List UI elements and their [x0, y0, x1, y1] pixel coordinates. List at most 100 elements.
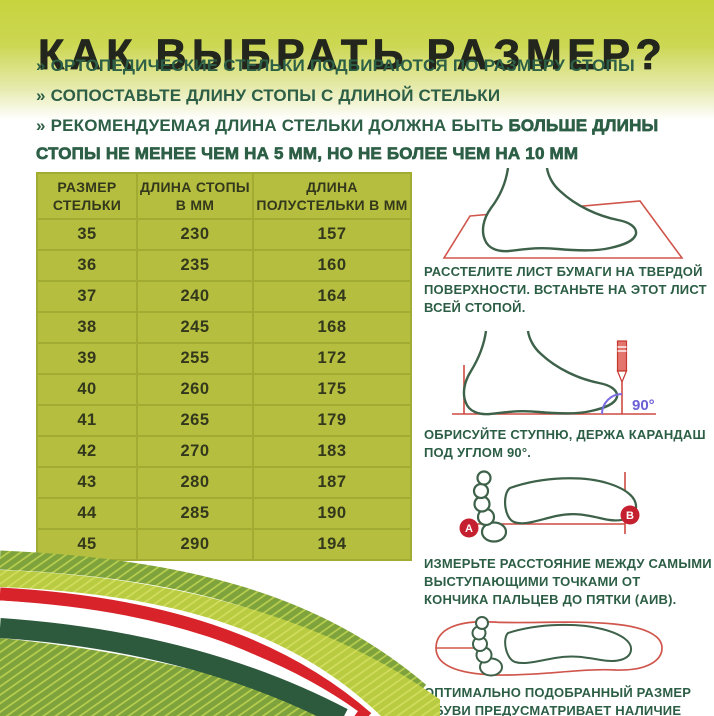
table-cell: 265	[136, 404, 254, 438]
caption-line: ОБРИСУЙТЕ СТУПНЮ, ДЕРЖА КАРАНДАШ	[424, 427, 706, 442]
pencil-icon	[616, 340, 628, 384]
caption-line: ПОД УГЛОМ 90°.	[424, 445, 532, 460]
page-title: КАК ВЫБРАТЬ РАЗМЕР?	[38, 30, 668, 79]
table-cell: 38	[36, 311, 138, 345]
swoosh-outer-band	[0, 550, 427, 700]
foot-on-paper-illustration	[442, 168, 684, 259]
swoosh-inner-band	[0, 638, 336, 716]
table-cell: 43	[36, 466, 138, 500]
step-caption: ОБРИСУЙТЕ СТУПНЮ, ДЕРЖА КАРАНДАШ ПОД УГЛ…	[424, 426, 714, 462]
table-cell: 35	[36, 218, 138, 252]
bullet-marker: »	[36, 56, 46, 75]
table-row: 36 235 160	[36, 249, 412, 283]
bullet-text: ОРТОПЕДИЧЕСКИЕ СТЕЛЬКИ ПОДБИРАЮТСЯ ПО РА…	[50, 56, 635, 75]
table-cell: 157	[252, 218, 412, 252]
caption-line: КОНЧИКА ПАЛЬЦЕВ ДО ПЯТКИ (АИВ).	[424, 592, 677, 607]
caption-line: ОПТИМАЛЬНО ПОДОБРАННЫЙ РАЗМЕР	[424, 685, 692, 700]
bullet-item: » ОРТОПЕДИЧЕСКИЕ СТЕЛЬКИ ПОДБИРАЮТСЯ ПО …	[36, 52, 708, 80]
measure-footprint-illustration: А В	[459, 470, 640, 543]
angle-arc	[601, 393, 623, 415]
bullet-item: » СОПОСТАВЬТЕ ДЛИНУ СТОПЫ С ДЛИНОЙ СТЕЛЬ…	[36, 82, 708, 110]
table-row: 38 245 168	[36, 311, 412, 345]
table-cell: 240	[136, 280, 254, 314]
swoosh-dark-band	[0, 618, 348, 716]
caption-line: ВЫСТУПАЮЩИМИ ТОЧКАМИ ОТ	[424, 574, 641, 589]
footprint-outline	[471, 616, 633, 677]
size-table: РАЗМЕР СТЕЛЬКИ ДЛИНА СТОПЫ В ММ ДЛИНА ПО…	[36, 171, 412, 562]
table-cell: 42	[36, 435, 138, 469]
table-cell: 41	[36, 404, 138, 438]
step-block-1: РАССТЕЛИТЕ ЛИСТ БУМАГИ НА ТВЕРДОЙ ПОВЕРХ…	[424, 168, 714, 317]
step-block-4: ОПТИМАЛЬНО ПОДОБРАННЫЙ РАЗМЕР ОБУВИ ПРЕД…	[424, 615, 714, 716]
table-cell: 285	[136, 497, 254, 531]
table-row: 41 265 179	[36, 404, 412, 438]
table-cell: 44	[36, 497, 138, 531]
table-row: 45 290 194	[36, 528, 412, 562]
table-header-cell: РАЗМЕР СТЕЛЬКИ	[36, 171, 138, 221]
bullet-text-bold: БОЛЬШЕ ДЛИНЫ СТОПЫ НЕ МЕНЕЕ ЧЕМ НА 5 ММ,…	[36, 116, 659, 164]
steps-column: РАССТЕЛИТЕ ЛИСТ БУМАГИ НА ТВЕРДОЙ ПОВЕРХ…	[424, 168, 714, 716]
table-cell: 172	[252, 342, 412, 376]
step-block-2: 90° ОБРИСУЙТЕ СТУПНЮ, ДЕРЖА КАРАНДАШ ПОД…	[424, 323, 714, 462]
table-row: 35 230 157	[36, 218, 412, 252]
table-cell: 290	[136, 528, 254, 562]
table-cell: 235	[136, 249, 254, 283]
table-cell: 230	[136, 218, 254, 252]
bullet-marker: »	[36, 116, 46, 135]
table-header-row: РАЗМЕР СТЕЛЬКИ ДЛИНА СТОПЫ В ММ ДЛИНА ПО…	[36, 171, 412, 221]
svg-text:А: А	[465, 523, 473, 535]
step-block-3: А В ИЗМЕРЬТЕ РАССТОЯНИЕ МЕЖДУ САМЫМИ ВЫС…	[424, 468, 714, 609]
caption-line: РАССТЕЛИТЕ ЛИСТ БУМАГИ НА ТВЕРДОЙ	[424, 264, 703, 279]
insole-fit-illustration	[435, 616, 663, 677]
table-header-cell: ДЛИНА ПОЛУСТЕЛЬКИ В ММ	[252, 171, 412, 221]
step-caption: РАССТЕЛИТЕ ЛИСТ БУМАГИ НА ТВЕРДОЙ ПОВЕРХ…	[424, 263, 714, 317]
table-cell: 270	[136, 435, 254, 469]
caption-line: ОБУВИ ПРЕДУСМАТРИВАЕТ НАЛИЧИЕ	[424, 703, 682, 716]
table-cell: 194	[252, 528, 412, 562]
bullet-text: СОПОСТАВЬТЕ ДЛИНУ СТОПЫ С ДЛИНОЙ СТЕЛЬКИ	[50, 86, 501, 105]
caption-line: ВСЕЙ СТОПОЙ.	[424, 300, 526, 315]
bullet-marker: »	[36, 86, 46, 105]
table-row: 40 260 175	[36, 373, 412, 407]
caption-line: ПОВЕРХНОСТИ. ВСТАНЬТЕ НА ЭТОТ ЛИСТ	[424, 282, 707, 297]
table-cell: 190	[252, 497, 412, 531]
table-row: 43 280 187	[36, 466, 412, 500]
table-header-cell: ДЛИНА СТОПЫ В ММ	[136, 171, 254, 221]
bullet-text: РЕКОМЕНДУЕМАЯ ДЛИНА СТЕЛЬКИ ДОЛЖНА БЫТЬ	[50, 116, 509, 135]
swoosh-decoration	[0, 550, 440, 716]
table-cell: 39	[36, 342, 138, 376]
footprint-outline	[472, 470, 638, 543]
table-cell: 183	[252, 435, 412, 469]
table-cell: 280	[136, 466, 254, 500]
caption-line: ИЗМЕРЬТЕ РАССТОЯНИЕ МЕЖДУ САМЫМИ	[424, 556, 712, 571]
table-cell: 245	[136, 311, 254, 345]
table-cell: 260	[136, 373, 254, 407]
paper-outline	[442, 200, 684, 259]
table-cell: 40	[36, 373, 138, 407]
foot-outline	[481, 168, 638, 253]
table-cell: 160	[252, 249, 412, 283]
bullet-item: » РЕКОМЕНДУЕМАЯ ДЛИНА СТЕЛЬКИ ДОЛЖНА БЫТ…	[36, 112, 708, 168]
table-cell: 36	[36, 249, 138, 283]
table-cell: 168	[252, 311, 412, 345]
table-row: 39 255 172	[36, 342, 412, 376]
table-row: 44 285 190	[36, 497, 412, 531]
bullet-list: » ОРТОПЕДИЧЕСКИЕ СТЕЛЬКИ ПОДБИРАЮТСЯ ПО …	[36, 52, 708, 170]
trace-foot-illustration: 90°	[452, 330, 656, 416]
foot-outline	[462, 330, 619, 416]
svg-text:В: В	[626, 510, 634, 522]
swoosh-light-band	[0, 570, 440, 716]
step-caption: ОПТИМАЛЬНО ПОДОБРАННЫЙ РАЗМЕР ОБУВИ ПРЕД…	[424, 684, 714, 716]
table-cell: 175	[252, 373, 412, 407]
table-cell: 179	[252, 404, 412, 438]
marker-a-badge: А	[459, 518, 479, 538]
table-row: 42 270 183	[36, 435, 412, 469]
table-cell: 164	[252, 280, 412, 314]
marker-b-badge: В	[620, 505, 640, 525]
angle-label: 90°	[632, 397, 655, 414]
swoosh-red-band	[0, 587, 372, 716]
table-cell: 37	[36, 280, 138, 314]
table-cell: 187	[252, 466, 412, 500]
table-cell: 255	[136, 342, 254, 376]
